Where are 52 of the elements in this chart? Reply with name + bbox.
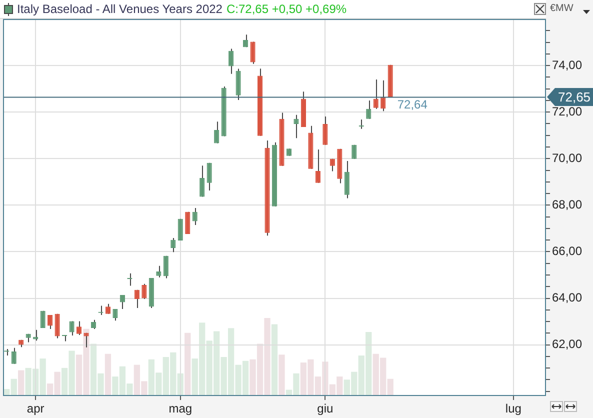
y-tick-label: 72,00 xyxy=(552,104,582,118)
chart-title: Italy Baseload - All Venues Years 2022 xyxy=(17,2,222,16)
candlestick xyxy=(127,272,132,286)
candlestick xyxy=(192,207,198,226)
candlestick xyxy=(156,265,162,278)
y-tick-label: 64,00 xyxy=(552,290,582,305)
bar xyxy=(104,354,112,396)
candlestick xyxy=(315,149,320,184)
candlestick xyxy=(84,332,89,348)
text: 72,65 xyxy=(558,90,591,105)
candlestick xyxy=(344,160,350,199)
candlestick xyxy=(134,289,140,309)
y-tick-label: 68,00 xyxy=(552,197,582,212)
candlestick xyxy=(243,34,248,48)
candlestick xyxy=(11,347,16,364)
candlestick xyxy=(69,320,74,336)
candlestick xyxy=(200,165,205,198)
candlestick xyxy=(228,48,234,74)
ref-line-label: 72,64 xyxy=(397,98,428,112)
candlestick xyxy=(142,283,147,300)
candlestick xyxy=(373,79,378,110)
bar xyxy=(184,332,191,396)
candlestick xyxy=(54,313,60,339)
candlestick xyxy=(366,100,372,120)
candlestick xyxy=(120,294,125,310)
x-tick-label: giu xyxy=(317,402,334,416)
candlestick xyxy=(163,255,168,279)
candlestick xyxy=(76,320,82,336)
candlestick xyxy=(322,116,328,146)
candlestick xyxy=(236,68,241,100)
chart-subtitle: C:72,65 +0,50 +0,69% xyxy=(226,2,347,16)
candlestick xyxy=(330,158,335,172)
y-tick-label: 62,00 xyxy=(552,337,582,352)
candlestick xyxy=(48,314,53,330)
candlestick xyxy=(358,119,364,130)
candlestick xyxy=(62,334,68,342)
candlestick xyxy=(206,162,212,192)
candlestick xyxy=(294,114,299,139)
x-tick-label: lug xyxy=(505,402,522,416)
candlestick xyxy=(214,121,220,144)
x-tick-label: apr xyxy=(26,402,44,416)
y-tick-label: 70,00 xyxy=(552,150,582,165)
y-tick-label: 66,00 xyxy=(552,244,582,258)
x-tick-label: mag xyxy=(168,402,192,416)
bar xyxy=(278,354,285,396)
y-tick-label: 74,00 xyxy=(552,58,582,72)
y-axis-title: €MW xyxy=(550,3,574,14)
bar xyxy=(271,324,278,396)
candlestick xyxy=(380,80,386,112)
bar xyxy=(18,370,24,396)
candlestick xyxy=(170,237,176,253)
candlestick xyxy=(250,41,256,64)
